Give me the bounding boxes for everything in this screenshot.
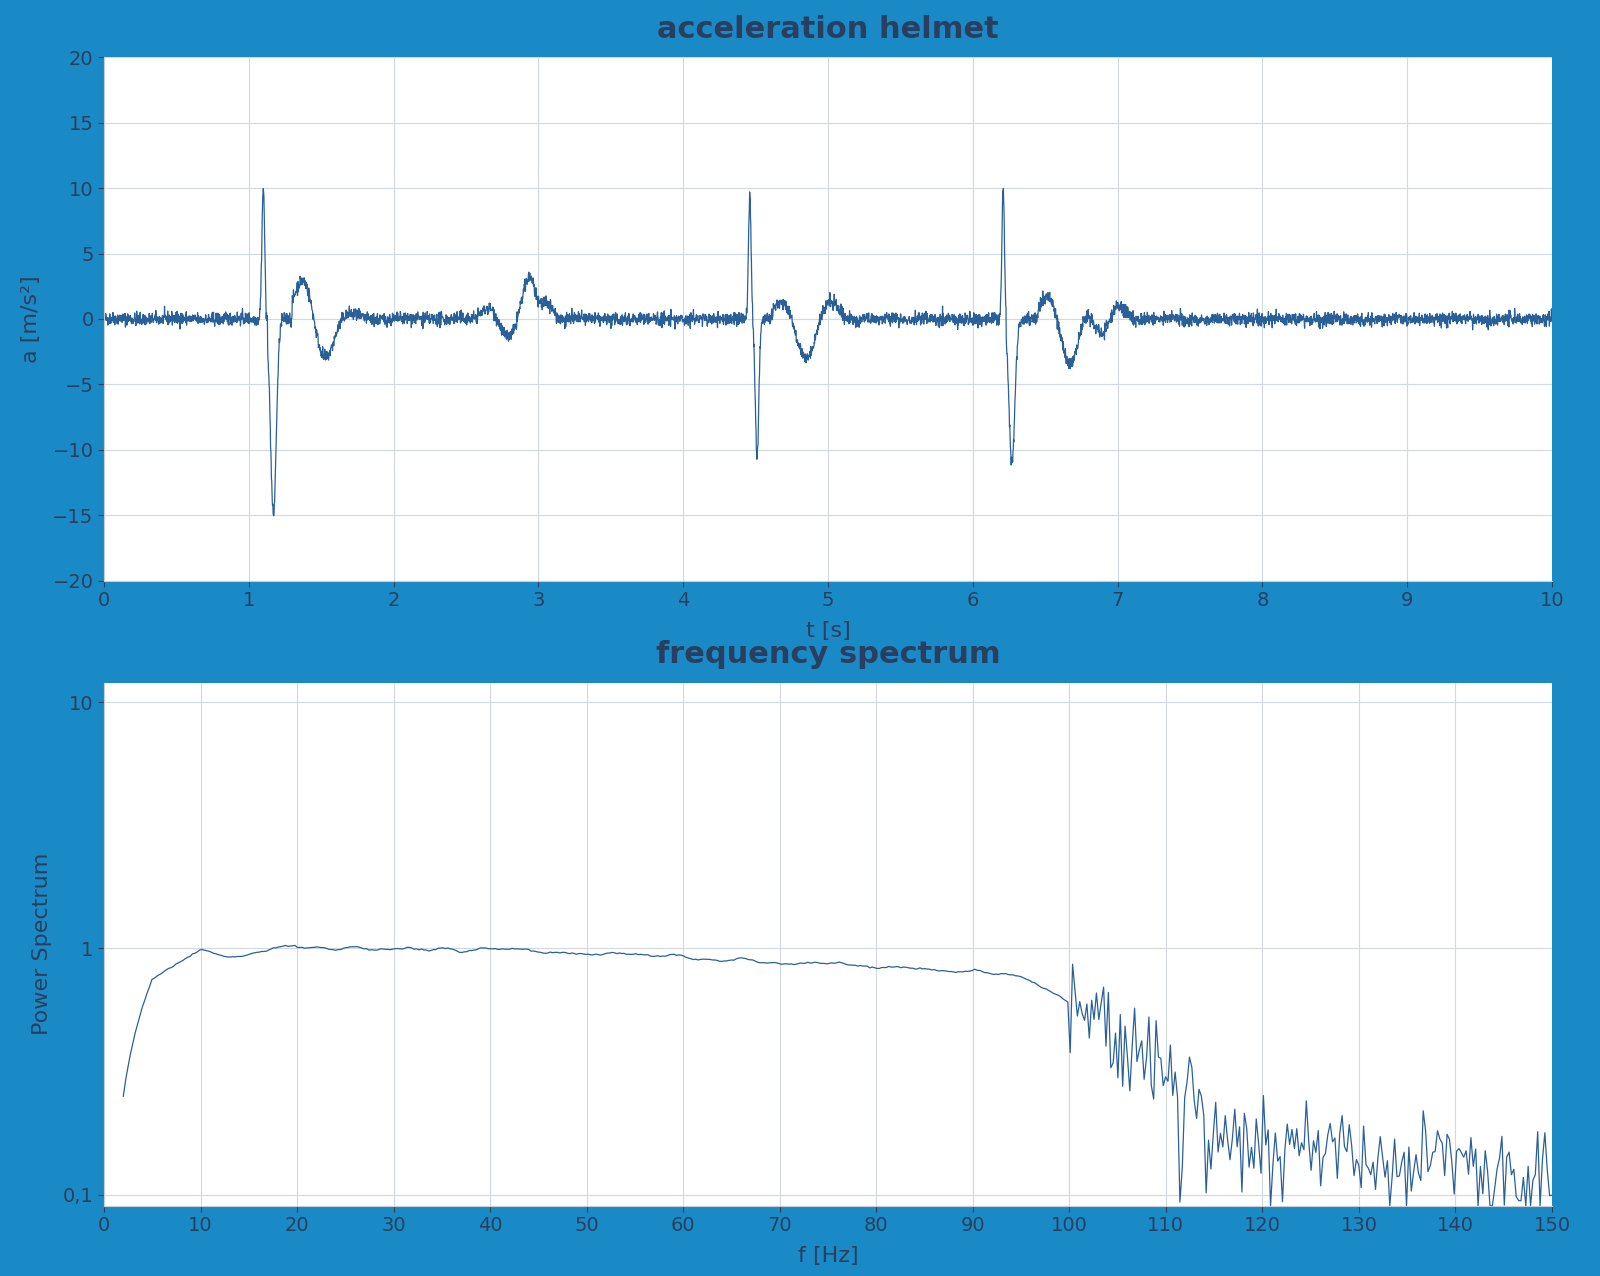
Y-axis label: Power Spectrum: Power Spectrum bbox=[32, 854, 51, 1035]
Title: frequency spectrum: frequency spectrum bbox=[656, 641, 1000, 669]
X-axis label: t [s]: t [s] bbox=[806, 621, 850, 641]
X-axis label: f [Hz]: f [Hz] bbox=[798, 1247, 858, 1266]
Y-axis label: a [m/s²]: a [m/s²] bbox=[21, 276, 42, 362]
Title: acceleration helmet: acceleration helmet bbox=[658, 15, 998, 43]
